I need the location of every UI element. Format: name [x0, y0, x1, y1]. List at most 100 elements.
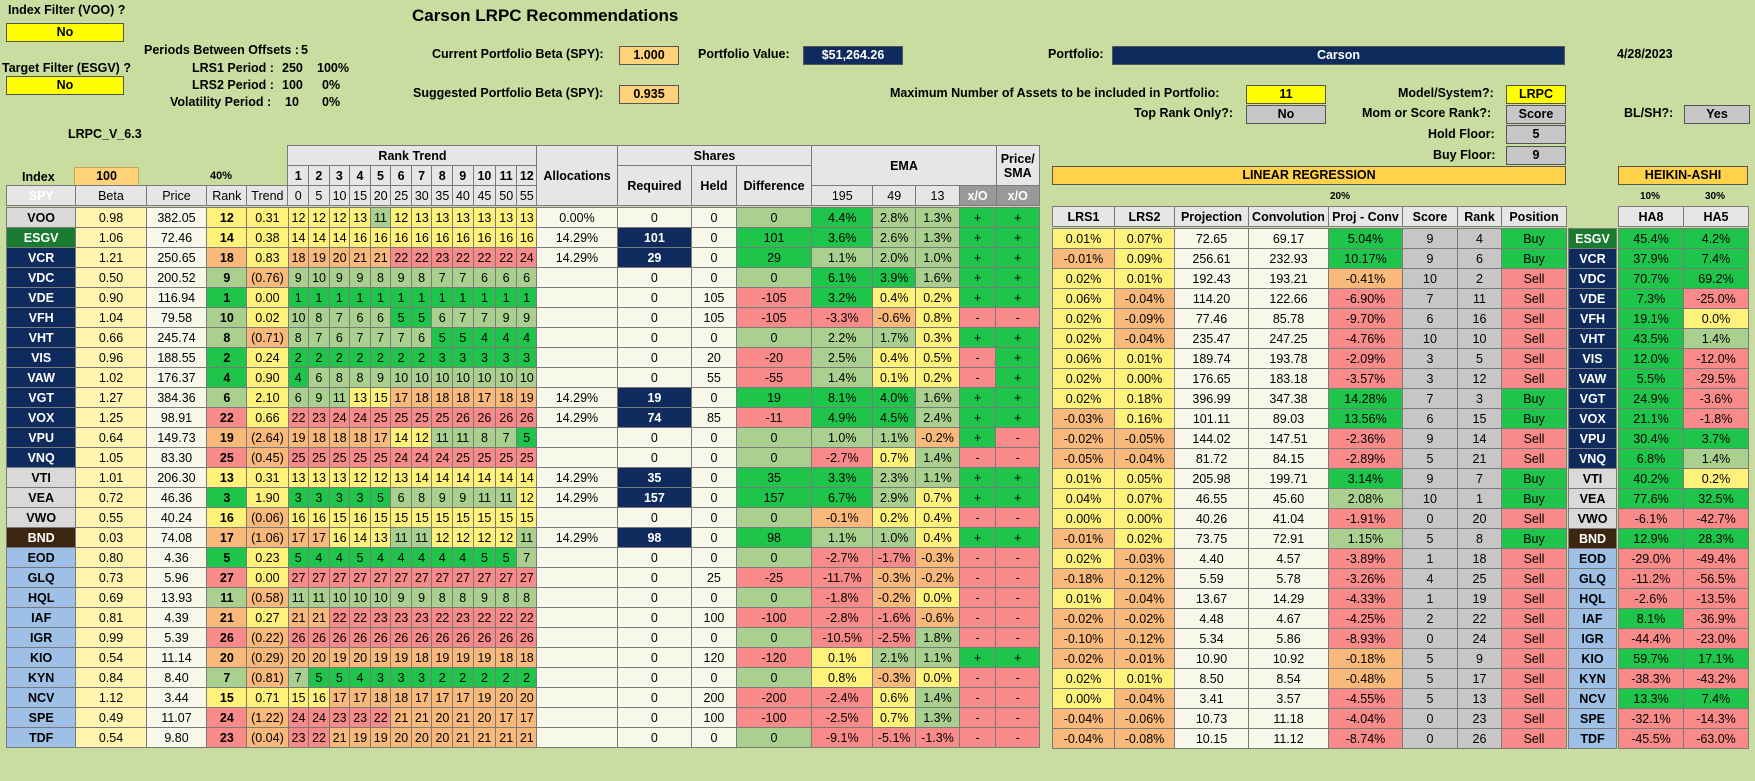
ticker-cell[interactable]: KIO	[5, 647, 77, 668]
ticker-cell[interactable]: KYN	[5, 667, 77, 688]
rank-trend-cell: 23	[328, 707, 351, 728]
target-filter-select[interactable]: No	[6, 76, 124, 95]
ticker-cell[interactable]: EOD	[5, 547, 77, 568]
lrs1-cell: 0.01%	[1052, 588, 1115, 609]
ticker-cell[interactable]: VEA	[5, 487, 77, 508]
ticker-cell[interactable]: HQL	[5, 587, 77, 608]
lrs1-cell: 0.02%	[1052, 308, 1115, 329]
portfolio-name[interactable]: Carson	[1112, 46, 1565, 65]
right-ticker-cell[interactable]: VOX	[1568, 408, 1617, 429]
rank2-cell: 11	[1457, 288, 1502, 309]
right-ticker-cell[interactable]: VNQ	[1568, 448, 1617, 469]
projconv-cell: -2.09%	[1328, 348, 1403, 369]
right-ticker-cell[interactable]: ESGV	[1568, 228, 1617, 249]
rank2-cell: 20	[1457, 508, 1502, 529]
mom-value[interactable]: Score	[1506, 105, 1566, 124]
right-ticker-cell[interactable]: VAW	[1568, 368, 1617, 389]
vol-period[interactable]: 10	[285, 95, 299, 109]
right-ticker-cell[interactable]: BND	[1568, 528, 1617, 549]
lrs2-cell: -0.08%	[1114, 728, 1175, 749]
table-row: -6.1% -42.7%	[1618, 508, 1749, 529]
periods-value[interactable]: 5	[301, 43, 308, 57]
ticker-cell[interactable]: NCV	[5, 687, 77, 708]
right-ticker-cell[interactable]: KYN	[1568, 668, 1617, 689]
right-ticker-cell[interactable]: HQL	[1568, 588, 1617, 609]
lrs2-period[interactable]: 100	[282, 78, 303, 92]
right-ticker-cell[interactable]: VHT	[1568, 328, 1617, 349]
right-ticker-cell[interactable]: VTI	[1568, 468, 1617, 489]
beta-cell: 0.49	[75, 707, 147, 728]
model-value[interactable]: LRPC	[1506, 85, 1566, 104]
ha8-cell: 77.6%	[1618, 488, 1684, 509]
rank-trend-cell: 1	[472, 287, 497, 308]
rank-trend-cell: 16	[410, 227, 433, 248]
right-ticker-cell[interactable]: VFH	[1568, 308, 1617, 329]
right-ticker-cell[interactable]: SPE	[1568, 708, 1617, 729]
ticker-cell[interactable]: VIS	[5, 347, 77, 368]
top-rank-value[interactable]: No	[1246, 105, 1326, 124]
right-ticker-cell[interactable]: TDF	[1568, 728, 1617, 749]
table-row: VGT 1.27 384.36 6 2.10 6 9 11 13 15 17 18 18 18 17 18 19…	[5, 387, 1040, 408]
right-ticker-cell[interactable]: VIS	[1568, 348, 1617, 369]
right-ticker-cell[interactable]: EOD	[1568, 548, 1617, 569]
ticker-cell[interactable]: ESGV	[5, 227, 77, 248]
ticker-cell[interactable]: IAF	[5, 607, 77, 628]
ticker-cell[interactable]: SPE	[5, 707, 77, 728]
right-ticker-cell[interactable]: VPU	[1568, 428, 1617, 449]
right-ticker-cell[interactable]: VGT	[1568, 388, 1617, 409]
rank-trend-cell: 2	[390, 347, 412, 368]
held-cell: 0	[691, 207, 737, 228]
ticker-cell[interactable]: VFH	[5, 307, 77, 328]
rank-trend-cell: 7	[431, 267, 453, 288]
ema-cell: 0.4%	[915, 507, 960, 528]
ticker-cell[interactable]: VCR	[5, 247, 77, 268]
ema-cell: 2.5%	[811, 347, 874, 368]
table-row: 40.2% 0.2%	[1618, 468, 1749, 489]
right-ticker-cell[interactable]: VCR	[1568, 248, 1617, 269]
hold-floor-value[interactable]: 5	[1506, 125, 1566, 144]
right-ticker-cell[interactable]: IAF	[1568, 608, 1617, 629]
lrs1-pct[interactable]: 100%	[317, 61, 349, 75]
right-ticker-cell[interactable]: IGR	[1568, 628, 1617, 649]
rank-trend-cell: 25	[390, 407, 412, 428]
convolution-cell: 193.21	[1248, 268, 1329, 289]
ticker-cell[interactable]: TDF	[5, 727, 77, 748]
buy-floor-value[interactable]: 9	[1506, 146, 1566, 165]
rank2-cell: 7	[1457, 468, 1502, 489]
ticker-cell[interactable]: IGR	[5, 627, 77, 648]
right-ticker-cell[interactable]: VDC	[1568, 268, 1617, 289]
ema-cell: 0.7%	[872, 447, 917, 468]
ticker-cell[interactable]: VDC	[5, 267, 77, 288]
right-ticker-cell[interactable]: VEA	[1568, 488, 1617, 509]
ticker-cell[interactable]: GLQ	[5, 567, 77, 588]
table-row: BND	[1568, 528, 1617, 549]
lrs1-period[interactable]: 250	[282, 61, 303, 75]
vol-pct[interactable]: 0%	[322, 95, 341, 109]
index-filter-select[interactable]: No	[6, 23, 124, 42]
beta-cell: 1.27	[75, 387, 147, 408]
table-row: 0.02% -0.04% 235.47 247.25 -4.76% 10 10 Sell	[1052, 328, 1567, 349]
ticker-cell[interactable]: VTI	[5, 467, 77, 488]
right-ticker-cell[interactable]: GLQ	[1568, 568, 1617, 589]
ticker-cell[interactable]: BND	[5, 527, 77, 548]
xo-cell: -	[958, 547, 997, 568]
ticker-cell[interactable]: VOO	[5, 207, 77, 228]
right-ticker-cell[interactable]: KIO	[1568, 648, 1617, 669]
right-ticker-cell[interactable]: VWO	[1568, 508, 1617, 529]
right-ticker-cell[interactable]: NCV	[1568, 688, 1617, 709]
max-assets-value[interactable]: 11	[1246, 85, 1326, 104]
right-ticker-cell[interactable]: VDE	[1568, 288, 1617, 309]
ticker-cell[interactable]: VWO	[5, 507, 77, 528]
ticker-cell[interactable]: VNQ	[5, 447, 77, 468]
ticker-cell[interactable]: VOX	[5, 407, 77, 428]
ha5-cell: -49.4%	[1683, 548, 1749, 569]
rank-trend-cell: 16	[390, 227, 412, 248]
blsh-value[interactable]: Yes	[1684, 105, 1750, 124]
ticker-cell[interactable]: VAW	[5, 367, 77, 388]
ticker-cell[interactable]: VDE	[5, 287, 77, 308]
ticker-cell[interactable]: VGT	[5, 387, 77, 408]
ticker-cell[interactable]: VPU	[5, 427, 77, 448]
ticker-cell[interactable]: VHT	[5, 327, 77, 348]
ha8-cell: -2.6%	[1618, 588, 1684, 609]
lrs2-pct[interactable]: 0%	[322, 78, 341, 92]
